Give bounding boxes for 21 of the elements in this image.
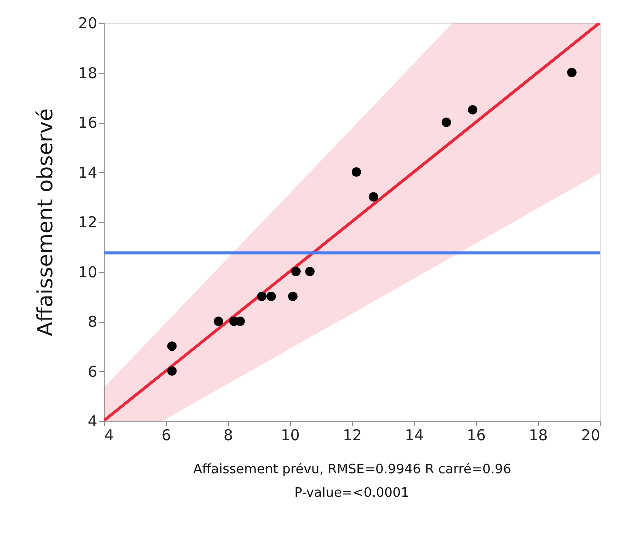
y-tick-label: 20 [78, 14, 98, 32]
y-tick-label: 6 [88, 362, 98, 381]
y-tick-label: 4 [88, 412, 98, 430]
x-tick-label: 16 [466, 426, 486, 444]
y-tick-label: 12 [78, 214, 98, 232]
x-tick-label: 4 [104, 426, 114, 444]
y-axis-title: Affaissement observé [33, 108, 58, 336]
x-tick-label: 20 [581, 426, 600, 444]
text: P-value=<0.0001 [294, 486, 410, 501]
y-tick-label: 14 [78, 164, 98, 182]
x-tick-label: 8 [224, 426, 234, 444]
x-tick-label: 14 [404, 426, 424, 444]
x-tick-label: 18 [528, 426, 548, 444]
x-tick-label: 6 [162, 426, 172, 444]
x-tick-label: 10 [280, 426, 300, 444]
y-tick-label: 16 [78, 114, 98, 132]
x-tick-label: 12 [342, 426, 362, 444]
y-tick-label: 8 [88, 313, 98, 331]
y-tick-label: 10 [78, 263, 98, 282]
x-axis-title: Affaissement prévu, RMSE=0.9946 R carré=0.96 [193, 462, 512, 478]
y-tick-label: 18 [78, 64, 98, 82]
